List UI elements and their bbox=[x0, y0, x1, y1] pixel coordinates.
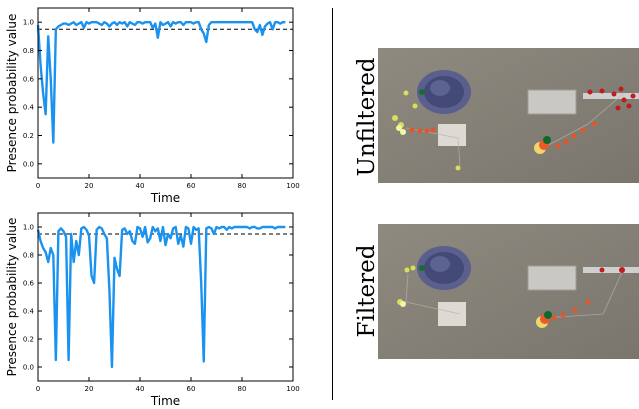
unfiltered-tracking-image bbox=[378, 48, 639, 183]
filtered-tracking-image bbox=[378, 224, 639, 359]
plot-frame bbox=[37, 212, 294, 382]
x-tick-label: 100 bbox=[286, 182, 299, 190]
x-tick-label: 40 bbox=[136, 385, 145, 393]
x-tick-label: 60 bbox=[187, 182, 196, 190]
x-tick-label: 100 bbox=[286, 385, 299, 393]
chart-2: 0 20 40 60 80 100 0.0 0.2 0.4 0.6 0.8 1.0 Time Presen… bbox=[5, 212, 300, 408]
series-line bbox=[36, 20, 286, 144]
plot-frame bbox=[37, 7, 294, 179]
y-tick-label: 0.8 bbox=[23, 252, 34, 260]
y-tick-label: 0.8 bbox=[23, 47, 34, 55]
x-axis-label: Time bbox=[150, 191, 180, 205]
x-tick-label: 20 bbox=[85, 182, 94, 190]
x-tick-label: 40 bbox=[136, 182, 145, 190]
y-tick-label: 0.4 bbox=[23, 104, 35, 112]
vertical-divider bbox=[332, 8, 333, 400]
x-axis-label: Time bbox=[150, 394, 180, 408]
y-tick-label: 1.0 bbox=[23, 224, 34, 232]
x-tick-label: 80 bbox=[238, 385, 247, 393]
x-tick-label: 80 bbox=[238, 182, 247, 190]
y-tick-label: 0.6 bbox=[23, 75, 35, 83]
x-tick-label: 0 bbox=[36, 182, 40, 190]
y-tick-label: 0.0 bbox=[23, 160, 34, 168]
y-axis-label: Presence probability value bbox=[5, 14, 19, 173]
charts-panel: 0 20 40 60 80 100 0.0 0.2 0.4 0.6 0.8 1.0 Time Presen… bbox=[5, 7, 300, 408]
y-tick-label: 0.2 bbox=[23, 336, 34, 344]
x-tick-label: 60 bbox=[187, 385, 196, 393]
y-tick-label: 0.2 bbox=[23, 132, 34, 140]
x-tick-label: 20 bbox=[85, 385, 94, 393]
y-tick-label: 0.0 bbox=[23, 364, 34, 372]
y-tick-label: 0.6 bbox=[23, 280, 35, 288]
series-line bbox=[36, 225, 286, 369]
y-axis-label: Presence probability value bbox=[5, 218, 19, 377]
y-tick-label: 0.4 bbox=[23, 308, 35, 316]
chart-1: 0 20 40 60 80 100 0.0 0.2 0.4 0.6 0.8 1.0 Time Presen… bbox=[5, 7, 300, 205]
y-tick-label: 1.0 bbox=[23, 19, 34, 27]
x-tick-label: 0 bbox=[36, 385, 40, 393]
